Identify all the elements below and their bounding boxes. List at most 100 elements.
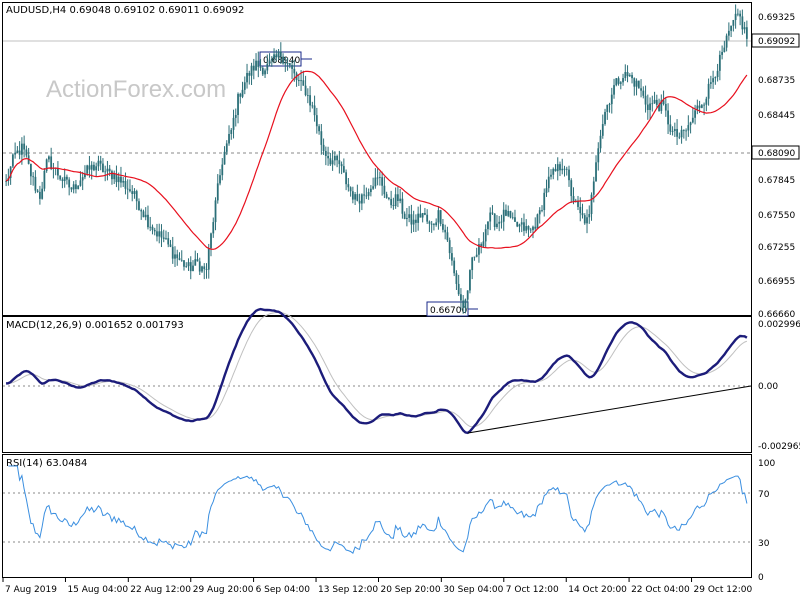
candle-body [527, 226, 530, 230]
candle-body [66, 176, 68, 180]
candle-body [275, 54, 278, 58]
candle-body [615, 78, 618, 86]
candle-body [482, 241, 485, 247]
candle-body [378, 177, 381, 178]
candle-body [502, 209, 505, 222]
candle-body [320, 131, 323, 145]
candle-body [113, 173, 116, 180]
time-tick-label: 14 Oct 20:00 [568, 585, 627, 595]
candle-body [126, 188, 129, 190]
candle-body [144, 214, 147, 218]
candle-body [284, 63, 287, 65]
candle-body [14, 152, 17, 155]
candle-body [471, 257, 474, 271]
candle-body [653, 99, 656, 104]
candle-body [705, 98, 708, 105]
candle-body [525, 226, 528, 231]
candle-body [322, 144, 325, 151]
candle-body [568, 169, 570, 181]
candle-body [36, 190, 39, 192]
candle-body [716, 70, 719, 77]
candle-body [25, 149, 28, 156]
candle-body [484, 229, 487, 242]
candle-body [376, 177, 379, 179]
candle-body [288, 63, 291, 66]
candle-body [624, 72, 627, 79]
candle-body [70, 187, 73, 190]
candle-body [439, 210, 442, 224]
candle-body [631, 75, 633, 79]
candle-body [723, 47, 726, 52]
candle-body [38, 191, 41, 199]
candle-body [268, 60, 271, 64]
candle-body [685, 130, 687, 132]
candle-body [266, 63, 269, 71]
candle-body [57, 168, 59, 176]
candle-body [234, 115, 237, 118]
candle-body [306, 95, 309, 96]
candle-body [387, 197, 390, 199]
candle-body [135, 191, 138, 202]
candle-body [237, 93, 239, 116]
candle-body [419, 213, 422, 218]
candle-body [595, 162, 597, 182]
candle-body [462, 300, 465, 308]
candle-body [336, 155, 338, 161]
candle-body [212, 222, 215, 234]
candle-body [444, 229, 447, 233]
candle-body [556, 164, 559, 172]
candle-body [597, 148, 600, 163]
candle-body [216, 183, 219, 201]
candle-body [59, 175, 62, 180]
candle-body [446, 232, 449, 241]
candle-body [252, 65, 255, 71]
candle-body [739, 13, 742, 17]
candle-body [176, 254, 179, 259]
candle-body [165, 238, 167, 239]
candle-body [563, 168, 566, 170]
candle-body [676, 128, 678, 137]
candle-body [435, 222, 438, 226]
macd-axis: 0.002996 0.00 -0.002965 [758, 320, 800, 452]
candle-body [696, 105, 699, 111]
candle-body [565, 168, 568, 170]
candle-body [671, 130, 674, 132]
price-tick-label: 0.68735 [758, 76, 795, 86]
candle-body [725, 35, 728, 48]
candle-body [727, 30, 730, 36]
candle-body [460, 294, 462, 301]
candle-body [673, 128, 676, 131]
macd-panel [2, 316, 752, 453]
candle-body [248, 72, 251, 76]
candle-body [264, 70, 266, 75]
candle-body [255, 60, 257, 71]
candle-body [232, 117, 235, 130]
candle-body [63, 176, 66, 182]
candle-body [97, 160, 100, 167]
candle-body [743, 27, 746, 30]
candle-body [358, 200, 361, 204]
candle-body [360, 194, 363, 204]
candle-body [532, 226, 534, 230]
candle-body [662, 100, 665, 104]
time-tick-label: 30 Sep 04:00 [443, 585, 503, 595]
candle-body [428, 221, 431, 224]
candle-body [678, 136, 681, 138]
candle-body [124, 180, 127, 189]
candle-body [354, 194, 357, 200]
candle-body [694, 110, 696, 118]
candle-body [669, 124, 672, 132]
candle-body [147, 214, 149, 228]
candle-body [302, 80, 305, 86]
candle-body [745, 27, 748, 39]
candle-body [583, 215, 586, 224]
watermark: ActionForex.com [46, 76, 226, 103]
candle-body [219, 175, 221, 184]
candle-body [356, 194, 359, 201]
candle-body [581, 213, 584, 216]
candle-body [16, 150, 19, 153]
candle-body [520, 222, 523, 225]
price-tick-label: 0.66955 [758, 277, 795, 287]
candle-body [707, 83, 710, 99]
candle-body [489, 212, 492, 222]
